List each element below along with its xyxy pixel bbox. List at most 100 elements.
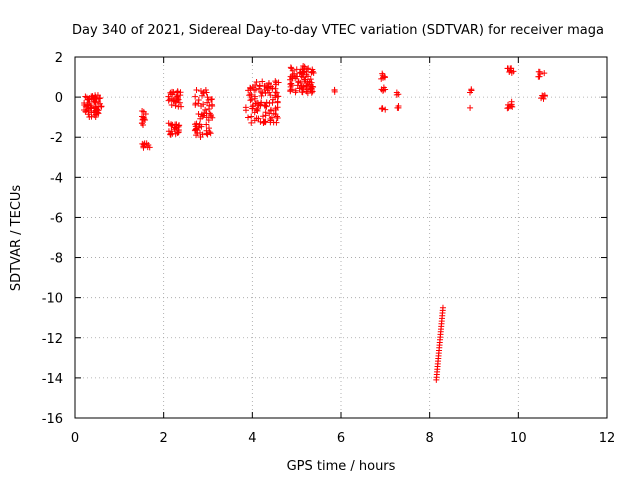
data-point <box>293 66 300 73</box>
y-tick-label: -6 <box>50 211 63 226</box>
data-point <box>259 90 266 97</box>
data-point <box>168 90 175 97</box>
data-point <box>247 97 254 104</box>
data-point <box>382 106 389 113</box>
data-point <box>206 129 213 136</box>
data-point <box>251 95 258 102</box>
data-point <box>81 100 88 107</box>
y-tick-label: 2 <box>55 51 63 66</box>
data-point <box>257 102 264 109</box>
data-point <box>272 81 279 88</box>
data-point <box>535 73 542 80</box>
data-point <box>249 105 256 112</box>
data-point <box>191 127 198 134</box>
x-tick-label: 2 <box>160 431 168 446</box>
data-point <box>380 84 387 91</box>
data-point <box>86 99 93 106</box>
data-point <box>258 99 265 106</box>
data-point <box>165 120 172 127</box>
data-point <box>81 107 88 114</box>
data-point <box>253 79 260 86</box>
data-point <box>291 70 298 77</box>
chart-title: Day 340 of 2021, Sidereal Day-to-day VTE… <box>72 23 604 38</box>
data-point <box>272 105 279 112</box>
data-point <box>303 82 310 89</box>
data-point <box>292 89 299 96</box>
data-point <box>166 96 173 103</box>
y-tick-label: 0 <box>55 91 63 106</box>
data-point <box>174 89 181 96</box>
data-point <box>175 122 182 129</box>
data-point <box>206 102 213 109</box>
data-point <box>381 73 388 80</box>
data-point <box>506 69 513 76</box>
data-point <box>307 76 314 83</box>
data-point <box>294 82 301 89</box>
data-point <box>308 69 315 76</box>
data-point <box>90 109 97 116</box>
data-point <box>170 98 177 105</box>
data-point <box>198 103 205 110</box>
data-point <box>199 113 206 120</box>
data-point <box>203 121 210 128</box>
data-point <box>273 113 280 120</box>
data-point <box>192 123 199 130</box>
data-point <box>258 92 265 99</box>
data-point <box>204 94 211 101</box>
x-tick-label: 4 <box>248 431 256 446</box>
data-point <box>178 103 185 110</box>
data-point <box>172 102 179 109</box>
x-tick-label: 12 <box>599 431 616 446</box>
data-point <box>439 304 446 311</box>
data-point <box>272 89 279 96</box>
data-point <box>267 117 274 124</box>
data-point <box>298 73 305 80</box>
data-point <box>169 130 176 137</box>
data-point <box>85 102 92 109</box>
data-point <box>250 102 257 109</box>
y-tick-label: -10 <box>42 292 63 307</box>
data-point <box>288 80 295 87</box>
data-point <box>508 101 515 108</box>
data-point <box>142 117 149 124</box>
y-tick-label: -2 <box>50 131 63 146</box>
data-point <box>305 65 312 72</box>
data-point <box>268 114 275 121</box>
data-point <box>173 94 180 101</box>
data-point <box>141 141 148 148</box>
data-point <box>303 71 310 78</box>
data-point <box>541 70 548 77</box>
data-point <box>203 114 210 121</box>
data-point <box>259 78 266 85</box>
x-tick-label: 6 <box>337 431 345 446</box>
y-axis-label: SDTVAR / TECUs <box>9 185 24 292</box>
y-tick-label: -12 <box>42 332 63 347</box>
data-point <box>536 68 543 75</box>
data-point <box>289 74 296 81</box>
data-point <box>393 91 400 98</box>
x-tick-label: 8 <box>426 431 434 446</box>
data-point <box>197 87 204 94</box>
data-point <box>274 114 281 121</box>
data-point <box>266 89 273 96</box>
data-point <box>307 85 314 92</box>
data-point <box>200 112 207 119</box>
data-point <box>254 107 261 114</box>
data-point <box>272 78 279 85</box>
data-point <box>140 114 147 121</box>
data-point <box>331 86 338 93</box>
y-tick-label: -14 <box>42 372 63 387</box>
x-tick-label: 10 <box>510 431 527 446</box>
data-point <box>272 92 279 99</box>
data-point <box>195 111 202 118</box>
data-point <box>82 93 89 100</box>
data-point <box>202 106 209 113</box>
data-point <box>91 95 98 102</box>
data-point <box>248 119 255 126</box>
data-point <box>207 130 214 137</box>
data-point <box>295 78 302 85</box>
data-point <box>174 88 181 95</box>
data-point <box>248 113 255 120</box>
data-point <box>395 104 402 111</box>
